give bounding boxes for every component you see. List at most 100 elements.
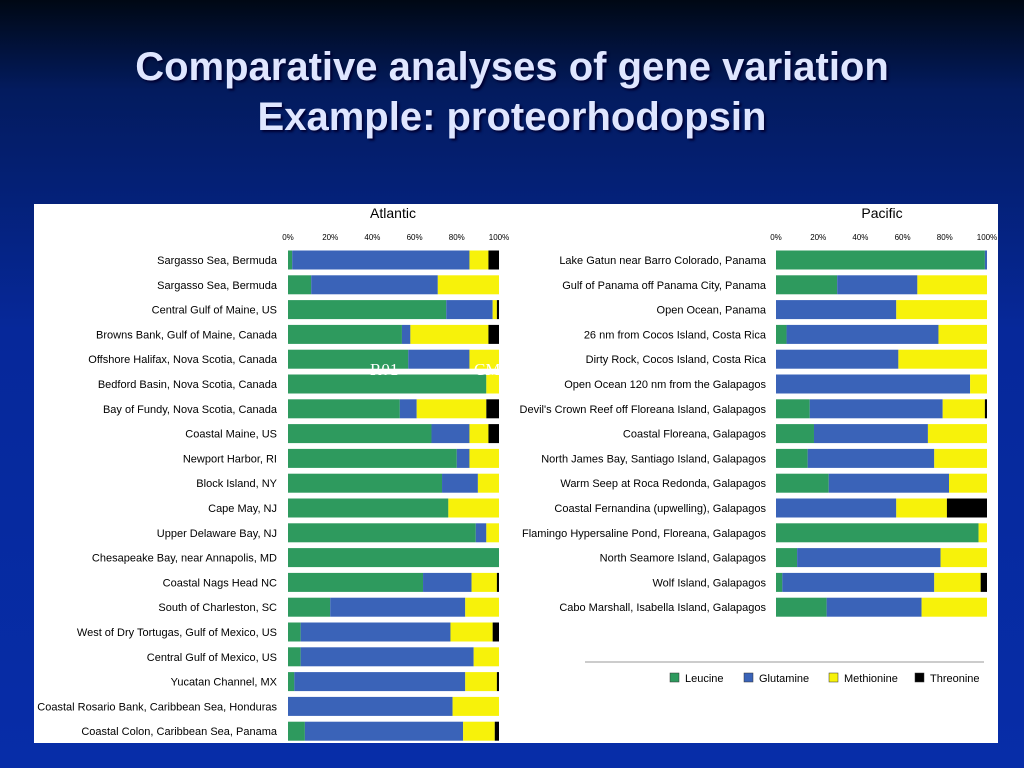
pacific-category-label: Wolf Island, Galapagos	[652, 577, 766, 589]
pacific-chart-title: Pacific	[861, 205, 902, 221]
atlantic-bar-methionine	[486, 374, 499, 394]
atlantic-bar-glutamine	[330, 597, 466, 617]
atlantic-bar-methionine	[469, 424, 489, 444]
pacific-bar-glutamine	[776, 374, 971, 394]
pacific-bar-leucine	[776, 548, 798, 568]
atlantic-x-tick-label: 0%	[282, 233, 294, 242]
pacific-bar-threonine	[946, 498, 987, 518]
slide-title-line2: Example: proteorhodopsin	[257, 95, 767, 139]
atlantic-x-tick-label: 100%	[489, 233, 509, 242]
pacific-bar-methionine	[978, 523, 987, 543]
atlantic-bar-glutamine	[311, 275, 438, 295]
atlantic-bar-methionine	[477, 473, 499, 493]
atlantic-bar-leucine	[288, 275, 312, 295]
atlantic-category-label: Cape May, NJ	[208, 503, 277, 515]
atlantic-bar-leucine	[288, 647, 301, 667]
atlantic-category-label: Sargasso Sea, Bermuda	[157, 280, 278, 292]
atlantic-bar-methionine	[469, 448, 499, 468]
atlantic-bar-leucine	[288, 597, 331, 617]
atlantic-bar-methionine	[450, 622, 493, 642]
atlantic-bar-threonine	[488, 250, 499, 270]
pacific-bar-glutamine	[837, 275, 918, 295]
pacific-bar-methionine	[949, 473, 987, 493]
pacific-bar-methionine	[898, 349, 987, 369]
atlantic-category-label: Coastal Maine, US	[185, 429, 277, 441]
legend-label-threonine: Threonine	[930, 673, 980, 685]
pacific-bar-leucine	[776, 473, 829, 493]
atlantic-bar-methionine	[469, 349, 499, 369]
atlantic-bar-leucine	[288, 523, 476, 543]
atlantic-bar-leucine	[288, 622, 301, 642]
atlantic-bar-methionine	[486, 523, 499, 543]
pacific-bar-glutamine	[809, 399, 943, 419]
atlantic-category-label: Sargasso Sea, Bermuda	[157, 255, 278, 267]
pacific-x-tick-label: 20%	[810, 233, 826, 242]
chart-figure: Atlantic 0% 20% 40% 60% 80% 100% Sargasso Sea, …	[34, 204, 998, 743]
atlantic-category-label: Coastal Rosario Bank, Caribbean Sea, Hon…	[37, 701, 277, 713]
atlantic-bar-methionine	[410, 324, 489, 344]
atlantic-bar-threonine	[488, 424, 499, 444]
legend-swatch-leucine	[669, 672, 680, 683]
atlantic-bar-threonine	[496, 300, 499, 320]
atlantic-x-tick-label: 60%	[407, 233, 423, 242]
atlantic-category-label: Central Gulf of Maine, US	[152, 305, 277, 317]
pacific-x-tick-label: 60%	[895, 233, 911, 242]
atlantic-category-label: South of Charleston, SC	[158, 602, 277, 614]
atlantic-bar-leucine	[288, 250, 293, 270]
pacific-x-tick-label: 40%	[852, 233, 868, 242]
pacific-bar-methionine	[896, 300, 987, 320]
atlantic-bar-glutamine	[288, 696, 453, 716]
atlantic-bar-methionine	[452, 696, 499, 716]
pacific-bar-glutamine	[984, 250, 987, 270]
pacific-category-label: Dirty Rock, Cocos Island, Costa Rica	[586, 354, 767, 366]
atlantic-bar-leucine	[288, 349, 409, 369]
atlantic-bar-methionine	[471, 572, 497, 592]
atlantic-bar-threonine	[496, 572, 499, 592]
pacific-bar-threonine	[984, 399, 987, 419]
atlantic-bar-glutamine	[304, 721, 464, 741]
pacific-bar-glutamine	[782, 572, 935, 592]
atlantic-bar-glutamine	[300, 622, 451, 642]
atlantic-bar-glutamine	[408, 349, 470, 369]
atlantic-bar-glutamine	[294, 672, 466, 692]
pacific-category-label: North Seamore Island, Galapagos	[600, 553, 767, 565]
atlantic-category-label: Bedford Basin, Nova Scotia, Canada	[98, 379, 278, 391]
pacific-category-label: Open Ocean 120 nm from the Galapagos	[564, 379, 766, 391]
pacific-bar-leucine	[776, 324, 787, 344]
atlantic-bar-glutamine	[446, 300, 493, 320]
pacific-bar-leucine	[776, 424, 814, 444]
atlantic-bar-glutamine	[456, 448, 470, 468]
pacific-x-tick-label: 0%	[770, 233, 782, 242]
stacked-bar-charts: Atlantic 0% 20% 40% 60% 80% 100% Sargasso Sea, …	[37, 205, 997, 741]
pacific-category-label: Flamingo Hypersaline Pond, Floreana, Gal…	[522, 528, 766, 540]
atlantic-bar-leucine	[288, 424, 432, 444]
pacific-bar-glutamine	[776, 498, 897, 518]
atlantic-bar-glutamine	[399, 399, 417, 419]
atlantic-category-label: Offshore Halifax, Nova Scotia, Canada	[88, 354, 278, 366]
atlantic-bar-methionine	[448, 498, 499, 518]
atlantic-bar-leucine	[288, 672, 295, 692]
pacific-bar-methionine	[921, 597, 987, 617]
atlantic-bar-threonine	[488, 324, 499, 344]
atlantic-category-label: Central Gulf of Mexico, US	[147, 652, 277, 664]
atlantic-bar-glutamine	[475, 523, 487, 543]
atlantic-bar-methionine	[469, 250, 489, 270]
atlantic-bar-methionine	[465, 597, 499, 617]
pacific-category-label: North James Bay, Santiago Island, Galapa…	[541, 453, 766, 465]
pacific-bar-glutamine	[807, 448, 935, 468]
atlantic-category-label: Upper Delaware Bay, NJ	[157, 528, 277, 540]
legend-label-leucine: Leucine	[685, 673, 724, 685]
pacific-bar-methionine	[942, 399, 985, 419]
pacific-bar-leucine	[776, 448, 808, 468]
pacific-bar-glutamine	[813, 424, 928, 444]
pacific-bar-threonine	[980, 572, 987, 592]
legend-label-methionine: Methionine	[844, 673, 898, 685]
atlantic-x-tick-label: 80%	[449, 233, 465, 242]
atlantic-bar-glutamine	[431, 424, 470, 444]
atlantic-category-label: Browns Bank, Gulf of Maine, Canada	[96, 329, 278, 341]
pacific-x-tick-label: 80%	[937, 233, 953, 242]
atlantic-category-label: Coastal Colon, Caribbean Sea, Panama	[81, 726, 278, 738]
pacific-category-label: Gulf of Panama off Panama City, Panama	[562, 280, 767, 292]
slide-title-line1: Comparative analyses of gene variation	[135, 45, 889, 89]
pacific-category-label: 26 nm from Cocos Island, Costa Rica	[584, 329, 767, 341]
